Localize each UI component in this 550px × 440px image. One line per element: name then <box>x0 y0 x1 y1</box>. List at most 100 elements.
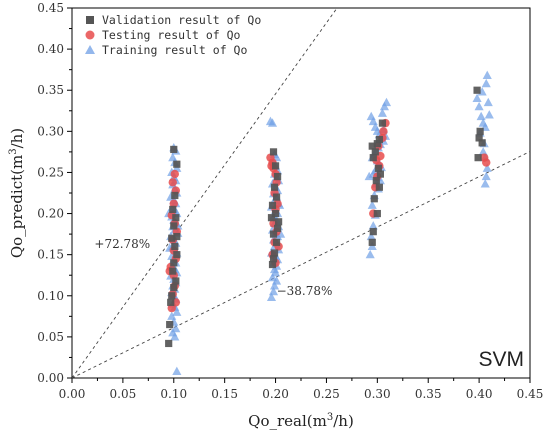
square-point <box>270 249 279 257</box>
triangle-point <box>269 281 280 290</box>
square-point <box>269 230 278 238</box>
circle-point <box>379 127 388 136</box>
square-point <box>376 170 384 178</box>
square-point <box>271 209 280 218</box>
square-point <box>168 234 176 242</box>
y-tick-label: 0.25 <box>37 165 64 179</box>
triangle-point <box>366 231 376 241</box>
triangle-point <box>482 163 492 172</box>
x-tick-label: 0.20 <box>262 387 289 401</box>
square-point <box>168 292 176 300</box>
square-point <box>270 183 279 191</box>
triangle-point <box>481 171 491 181</box>
triangle-point <box>483 97 493 107</box>
x-tick-label: 0.35 <box>415 387 442 401</box>
square-point <box>172 277 180 285</box>
legend-label: Training result of Qo <box>102 43 247 57</box>
data-points <box>164 70 494 376</box>
legend-marker-square <box>86 16 94 24</box>
circle-point <box>170 169 179 179</box>
square-point <box>172 214 180 222</box>
x-tick-label: 0.45 <box>517 387 544 401</box>
plot-frame <box>71 7 531 379</box>
triangle-point <box>266 292 277 302</box>
x-tick-label: 0.40 <box>466 387 493 401</box>
square-point <box>268 260 277 269</box>
x-tick-label: 0.10 <box>160 387 187 401</box>
square-point <box>273 172 282 181</box>
square-point <box>269 255 278 263</box>
x-tick-label: 0.25 <box>313 387 340 401</box>
y-tick-label: 0.15 <box>37 248 64 262</box>
square-point <box>170 259 178 267</box>
y-tick-label: 0.40 <box>37 42 64 56</box>
y-axis-unit-sup: 3 <box>8 148 19 154</box>
circle-point <box>168 178 177 187</box>
square-point <box>267 214 276 222</box>
square-point <box>369 154 377 162</box>
square-point <box>369 228 377 236</box>
model-label: SVM <box>478 348 524 371</box>
y-tick-label: 0.00 <box>37 371 64 385</box>
square-point <box>169 205 177 214</box>
square-point <box>269 148 278 156</box>
square-point <box>167 298 175 306</box>
y-tick-label: 0.10 <box>37 289 64 303</box>
square-point <box>368 142 376 150</box>
circle-point <box>482 158 491 167</box>
square-point <box>475 134 483 142</box>
y-axis-title-text: Qo_predict <box>8 175 26 258</box>
x-axis: 0.00 0.05 0.10 0.15 0.20 0.25 0.30 0.35 0.40 0.45 <box>59 378 544 401</box>
triangle-point <box>276 229 286 238</box>
square-point <box>170 222 178 230</box>
triangle-point <box>476 111 486 121</box>
square-point <box>378 119 387 127</box>
x-tick-label: 0.15 <box>211 387 238 401</box>
square-point <box>371 148 379 156</box>
legend-marker-circle <box>85 30 95 40</box>
y-tick-label: 0.45 <box>37 1 64 15</box>
square-point <box>273 224 282 232</box>
square-point <box>473 86 481 94</box>
triangle-point <box>480 179 490 188</box>
x-axis-unit-sup: 3 <box>327 412 333 423</box>
x-axis-title: Qo_real(m3/h) <box>248 412 354 430</box>
reference-line-label: −38.78% <box>277 284 333 298</box>
square-point <box>375 183 383 191</box>
square-point <box>370 195 378 203</box>
triangle-point <box>170 332 180 341</box>
triangle-point <box>364 171 374 181</box>
square-point <box>478 139 486 147</box>
square-point <box>173 232 181 241</box>
square-point <box>173 251 181 259</box>
square-point <box>368 238 376 246</box>
triangle-point <box>474 101 484 111</box>
reference-line-label: +72.78% <box>94 237 150 251</box>
square-point <box>271 162 280 170</box>
square-point <box>268 201 277 209</box>
y-tick-label: 0.05 <box>37 330 64 344</box>
triangle-point <box>270 267 281 277</box>
square-point <box>375 135 383 144</box>
triangle-point <box>172 366 182 376</box>
square-point <box>374 164 382 172</box>
x-tick-label: 0.05 <box>110 387 137 401</box>
triangle-point <box>267 118 278 127</box>
triangle-point <box>365 249 375 259</box>
triangle-point <box>481 78 491 88</box>
reference-line-2 <box>71 151 531 379</box>
triangle-point <box>381 97 392 107</box>
x-axis-unit-base: m <box>313 412 327 430</box>
legend-marker-triangle <box>85 45 95 54</box>
square-point <box>170 145 178 154</box>
x-axis-title-text: Qo_real <box>248 412 307 430</box>
square-point <box>165 339 173 348</box>
y-tick-label: 0.30 <box>37 124 64 138</box>
square-point <box>373 140 381 148</box>
triangle-point <box>484 110 494 119</box>
y-axis-title: Qo_predict(m3/h) <box>8 128 26 258</box>
square-point <box>173 160 181 168</box>
legend-label: Validation result of Qo <box>102 13 261 27</box>
square-point <box>171 242 179 251</box>
